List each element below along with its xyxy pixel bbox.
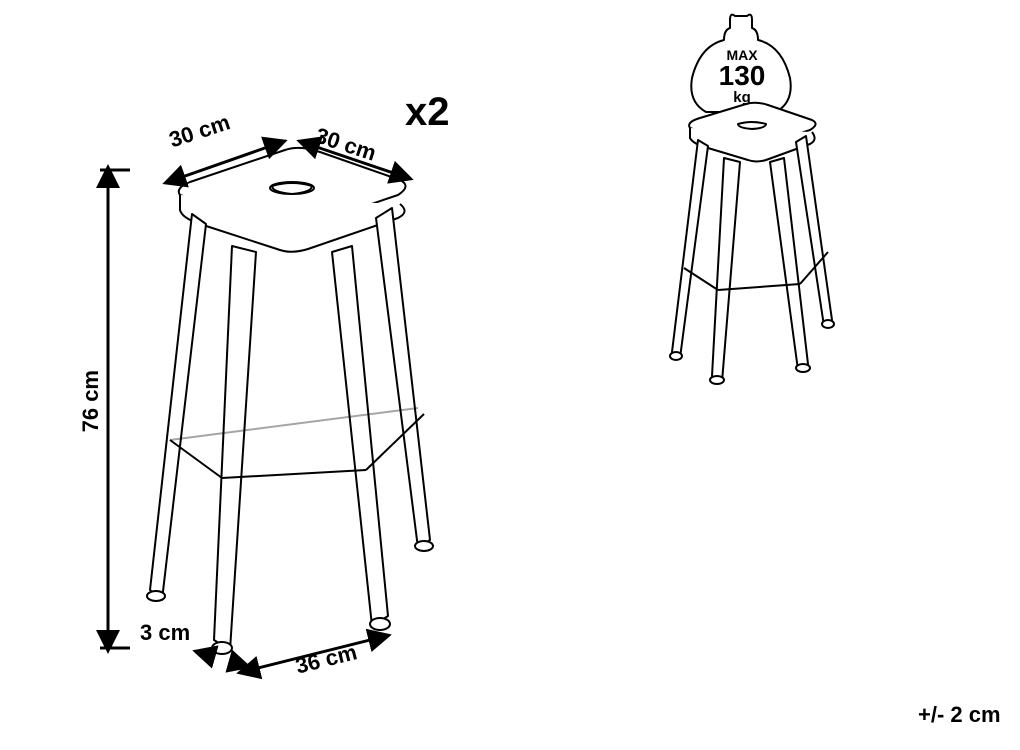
diagram-canvas: x2 76 cm 30 cm 30 cm 3 cm 36 cm MAX 130 … (0, 0, 1020, 750)
quantity-label: x2 (405, 90, 450, 135)
dim-height: 76 cm (78, 370, 104, 432)
weight-unit: kg (715, 90, 769, 105)
tolerance-label: +/- 2 cm (918, 702, 1001, 728)
weight-value: 130 (715, 62, 769, 90)
main-stool (147, 148, 433, 654)
dim-leg-thickness: 3 cm (140, 620, 190, 646)
weight-badge: MAX 130 kg (715, 48, 769, 105)
